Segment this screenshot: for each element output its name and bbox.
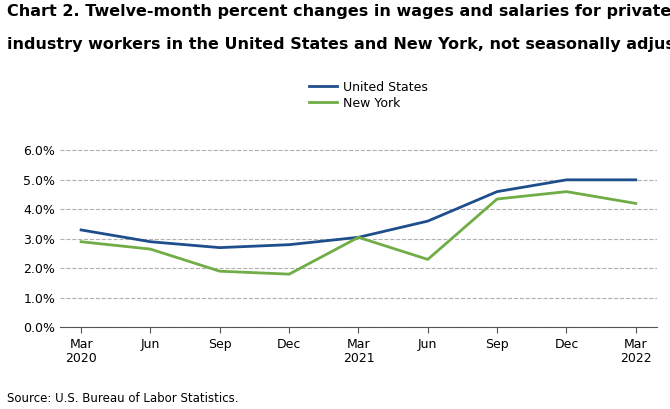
Legend: United States, New York: United States, New York xyxy=(304,76,433,115)
Text: Chart 2. Twelve-month percent changes in wages and salaries for private: Chart 2. Twelve-month percent changes in… xyxy=(7,4,670,19)
Text: Source: U.S. Bureau of Labor Statistics.: Source: U.S. Bureau of Labor Statistics. xyxy=(7,392,239,405)
Text: industry workers in the United States and New York, not seasonally adjusted: industry workers in the United States an… xyxy=(7,37,670,52)
